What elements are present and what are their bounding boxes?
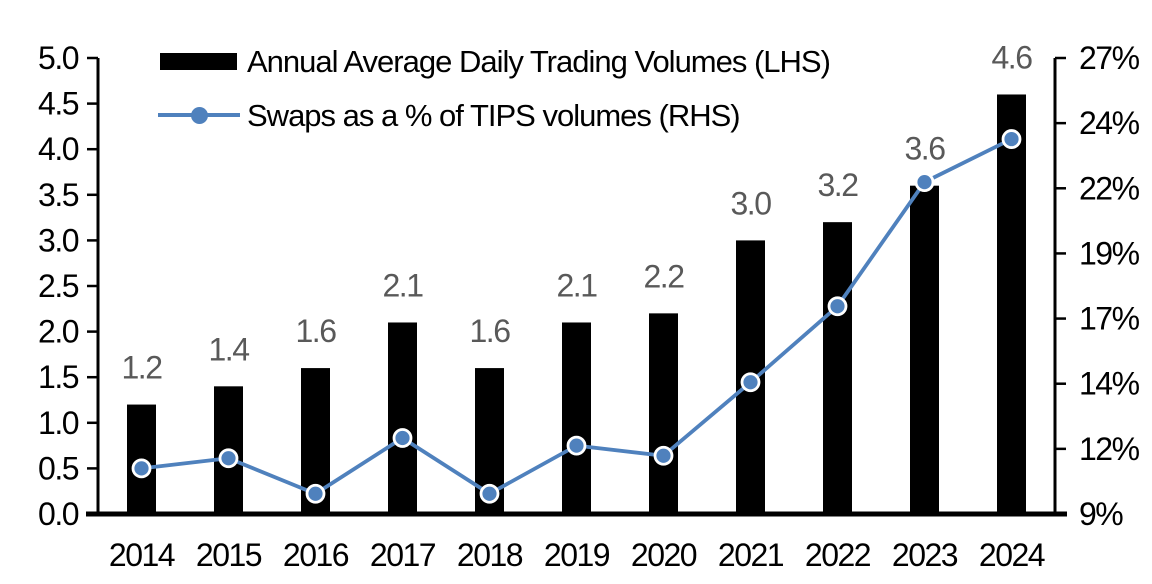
legend-label-line: Swaps as a % of TIPS volumes (RHS) bbox=[247, 98, 741, 133]
line-marker-2022 bbox=[827, 296, 848, 317]
x-axis-label-2023: 2023 bbox=[892, 537, 958, 573]
line-marker-2020 bbox=[653, 445, 674, 466]
bar-value-label-2018: 1.6 bbox=[470, 313, 511, 349]
x-axis-label-2024: 2024 bbox=[979, 537, 1045, 573]
bar-value-label-2014: 1.2 bbox=[122, 350, 163, 386]
x-axis-label-2022: 2022 bbox=[805, 537, 871, 573]
bar-value-label-2020: 2.2 bbox=[644, 258, 685, 294]
x-axis-label-2016: 2016 bbox=[283, 537, 349, 573]
left-axis-tick-label: 1.0 bbox=[38, 405, 79, 441]
right-axis-tick-label: 14% bbox=[1079, 366, 1140, 402]
right-axis-tick-label: 19% bbox=[1079, 235, 1140, 271]
line-marker-2021 bbox=[740, 372, 761, 393]
x-axis-label-2018: 2018 bbox=[457, 537, 523, 573]
bar-2024 bbox=[997, 94, 1026, 514]
left-axis-tick-label: 5.0 bbox=[38, 40, 79, 76]
bar-legend-swatch-icon bbox=[160, 53, 237, 70]
bar-2022 bbox=[823, 222, 852, 514]
bar-value-label-2017: 2.1 bbox=[383, 267, 424, 303]
right-axis-tick-label: 9% bbox=[1079, 496, 1123, 532]
right-axis-tick-label: 22% bbox=[1079, 170, 1140, 206]
line-marker-2023 bbox=[914, 172, 935, 193]
left-axis-tick-label: 0.5 bbox=[38, 450, 79, 486]
line-marker-2019 bbox=[566, 435, 587, 456]
bar-2020 bbox=[649, 313, 678, 514]
x-axis-label-2014: 2014 bbox=[109, 537, 175, 573]
bar-2019 bbox=[562, 322, 591, 514]
right-axis-tick-label: 24% bbox=[1079, 105, 1140, 141]
x-axis-label-2021: 2021 bbox=[718, 537, 784, 573]
left-axis-tick-label: 3.0 bbox=[38, 222, 79, 258]
line-marker-2015 bbox=[218, 448, 239, 469]
bar-value-label-2019: 2.1 bbox=[557, 267, 598, 303]
legend-label-bars: Annual Average Daily Trading Volumes (LH… bbox=[247, 44, 831, 79]
line-marker-2018 bbox=[479, 483, 500, 504]
left-axis-tick-label: 4.0 bbox=[38, 131, 79, 167]
bar-value-label-2022: 3.2 bbox=[818, 167, 859, 203]
bar-value-label-2015: 1.4 bbox=[209, 331, 250, 367]
left-axis-tick-label: 2.0 bbox=[38, 314, 79, 350]
right-axis-tick-label: 17% bbox=[1079, 301, 1140, 337]
x-axis-label-2020: 2020 bbox=[631, 537, 697, 573]
left-axis-tick-label: 3.5 bbox=[38, 177, 79, 213]
x-axis-label-2019: 2019 bbox=[544, 537, 610, 573]
bar-value-label-2021: 3.0 bbox=[731, 185, 772, 221]
line-marker-2024 bbox=[1001, 129, 1022, 149]
line-marker-2016 bbox=[305, 483, 326, 504]
line-marker-2017 bbox=[392, 428, 413, 448]
right-axis-tick-label: 27% bbox=[1079, 40, 1140, 76]
line-marker-2014 bbox=[131, 458, 152, 479]
left-axis-tick-label: 1.5 bbox=[38, 359, 79, 395]
bar-2023 bbox=[910, 185, 939, 514]
bar-value-label-2016: 1.6 bbox=[296, 313, 337, 349]
line-marker-icon bbox=[191, 107, 208, 124]
bar-2017 bbox=[388, 322, 417, 514]
bar-value-label-2023: 3.6 bbox=[905, 131, 946, 167]
left-axis-tick-label: 4.5 bbox=[38, 86, 79, 122]
left-axis-tick-label: 0.0 bbox=[38, 496, 79, 532]
left-axis-tick-label: 2.5 bbox=[38, 268, 79, 304]
bar-value-label-2024: 4.6 bbox=[992, 39, 1033, 75]
x-axis-label-2017: 2017 bbox=[370, 537, 436, 573]
right-axis-tick-label: 12% bbox=[1079, 431, 1140, 467]
x-axis-label-2015: 2015 bbox=[196, 537, 262, 573]
